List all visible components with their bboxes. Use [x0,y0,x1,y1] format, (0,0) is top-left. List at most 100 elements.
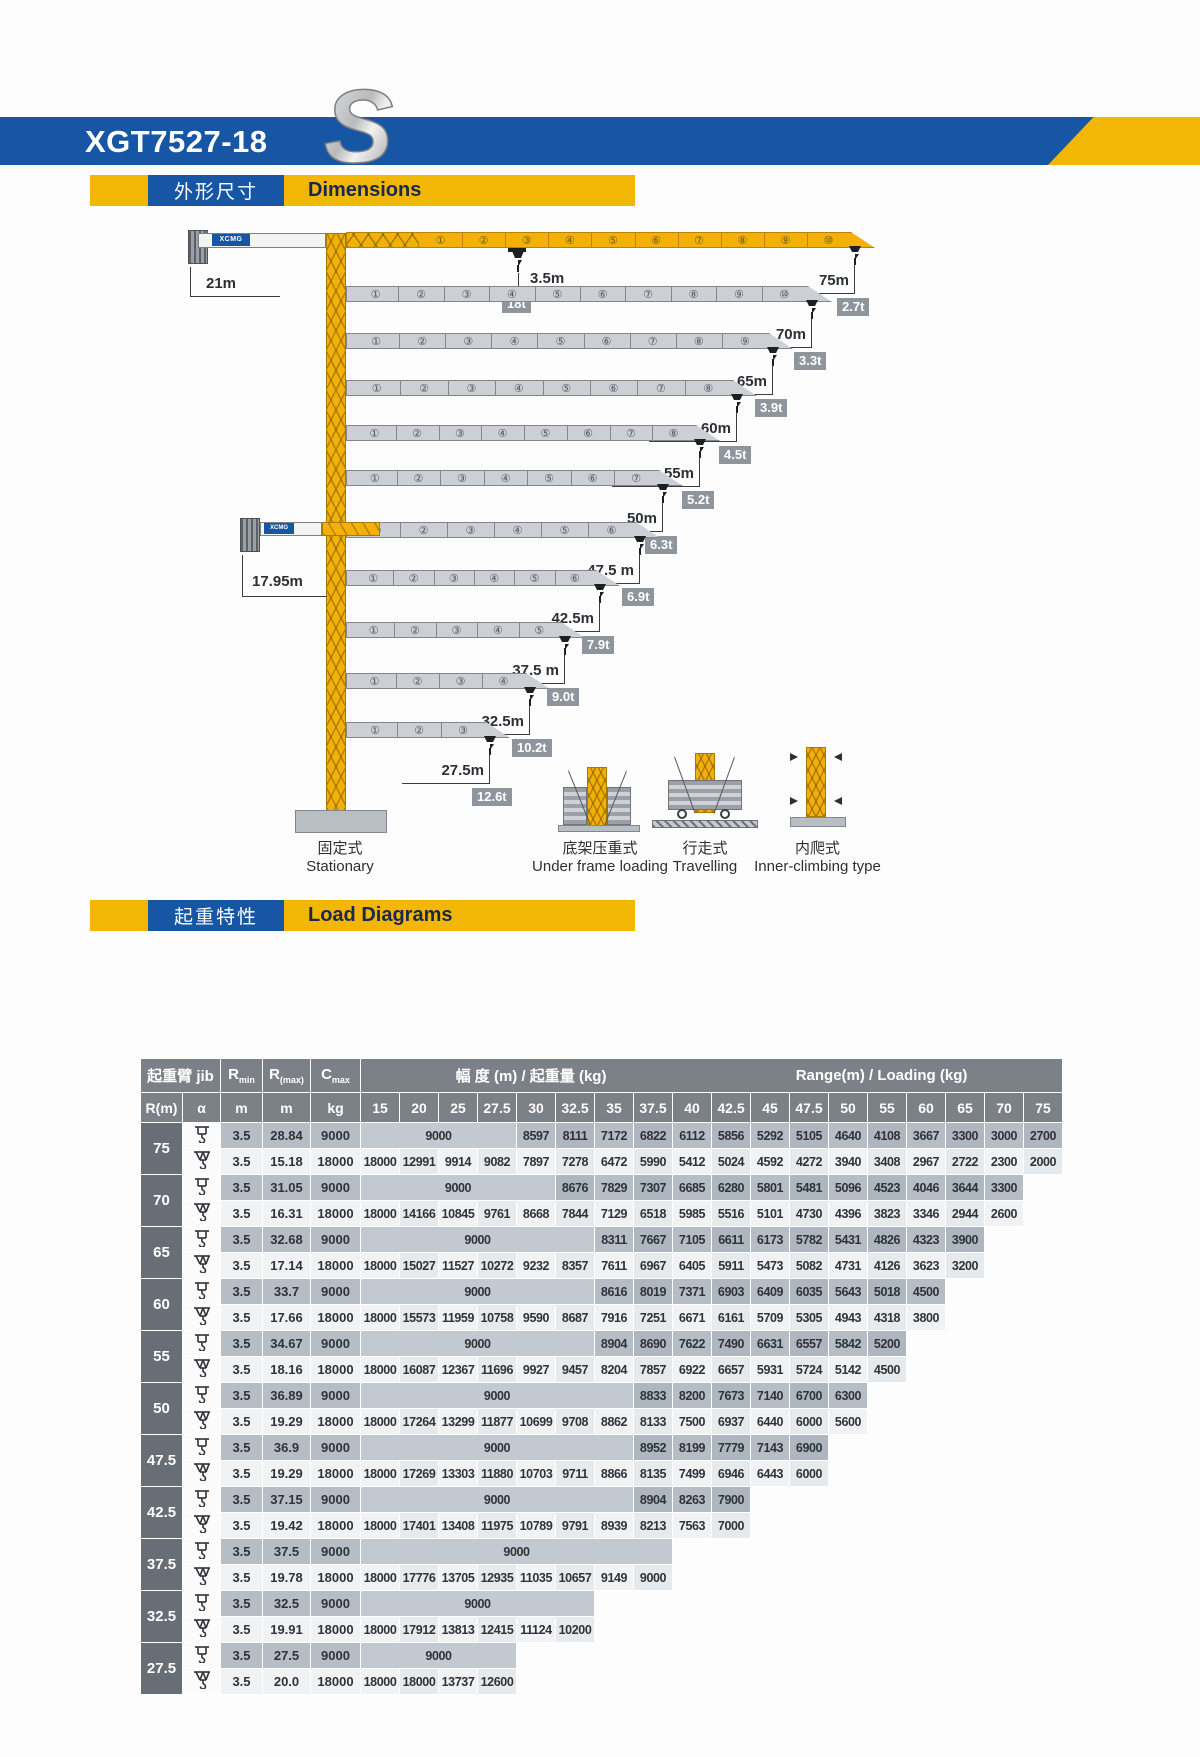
capacity-cell: 5024 [711,1148,751,1175]
capacity-cell: 8687 [555,1304,595,1331]
capacity-cell: 5516 [711,1200,751,1227]
empty-cell [1024,1383,1063,1409]
capacity-cell: 3823 [867,1200,907,1227]
empty-cell [868,1487,907,1513]
jib-50m: ① ② ③ ④ ⑤ ⑥ ⑦ [346,470,683,486]
empty-cell [790,1539,829,1565]
hook-2-fall-icon [182,1538,221,1565]
capacity-cell: 5292 [750,1122,790,1149]
empty-cell [907,1435,946,1461]
capacity-cell: 10703 [516,1460,556,1487]
base-innerclimbing-label: 内爬式 Inner-climbing type [754,840,881,875]
empty-cell [595,1669,634,1695]
empty-cell [1024,1227,1063,1253]
jib-segment-number: ④ [512,525,523,537]
capacity-cell: 7900 [711,1486,751,1513]
empty-cell [556,1643,595,1669]
tip-load-badge: 9.0t [547,688,580,706]
jib-length-label: 75m [818,272,849,289]
capacity-cell: 10758 [477,1304,517,1331]
empty-cell [790,1643,829,1669]
capacity-cell: 3940 [828,1148,868,1175]
jib-segment-number: ① [369,428,380,440]
empty-cell [946,1617,985,1643]
table-header-row-2: R(m) α m m kg 15 20 25 27.5 30 32.5 35 37.5 40 42.… [140,1092,1063,1123]
capacity-cell: 2722 [945,1148,985,1175]
capacity-cell: 9232 [516,1252,556,1279]
capacity-cell: 5082 [789,1252,829,1279]
capacity-cell: 6611 [711,1226,751,1253]
rmax-cell: 27.5 [262,1642,311,1669]
empty-cell [751,1487,790,1513]
empty-cell [868,1643,907,1669]
capacity-cell: 13813 [438,1616,478,1643]
empty-cell [946,1461,985,1487]
header-radius-30: 30 [516,1092,556,1123]
load-row-27.5-0: 27.5 3.5 27.5 9000 9000 [140,1642,1063,1695]
empty-cell [595,1591,634,1617]
cmax-cell: 9000 [310,1538,361,1565]
empty-cell [517,1643,556,1669]
empty-cell [829,1539,868,1565]
capacity-cell: 9791 [555,1512,595,1539]
jib-segment-number: ② [410,625,421,637]
empty-cell [673,1669,712,1695]
empty-cell [868,1565,907,1591]
capacity-cell: 6300 [828,1382,868,1409]
jib-segment-number: ③ [465,525,476,537]
jib-length-cell: 47.5 [140,1434,183,1487]
empty-cell [712,1669,751,1695]
capacity-cell: 12600 [477,1668,517,1695]
capacity-cell: 18000 [399,1668,439,1695]
empty-cell [1024,1461,1063,1487]
jib-segment-number: ① [369,473,380,485]
capacity-cell: 6822 [633,1122,673,1149]
hook-4-fall-icon [182,1512,221,1539]
tip-load-badge: 3.9t [755,399,788,417]
empty-cell [1024,1279,1063,1305]
cmax-cell: 9000 [310,1642,361,1669]
section-dimensions-bar: 外形尺寸 Dimensions [90,175,635,206]
header-rmin: Rmin [220,1058,263,1093]
rmin-cell: 3.5 [220,1330,263,1357]
jib-segment-number: ③ [448,573,459,585]
capacity-span-cell: 9000 [360,1590,595,1617]
capacity-cell: 4046 [906,1174,946,1201]
capacity-cell: 10699 [516,1408,556,1435]
jib-length-cell: 55 [140,1330,183,1383]
hook-4-fall-icon [182,1460,221,1487]
capacity-span-cell: 9000 [360,1330,595,1357]
capacity-cell: 8904 [594,1330,634,1357]
jib-dim-55m: 55m 5.2t [598,439,715,516]
capacity-cell: 7622 [672,1330,712,1357]
capacity-cell: 9761 [477,1200,517,1227]
empty-cell [1024,1331,1063,1357]
capacity-cell: 7916 [594,1304,634,1331]
capacity-cell: 9708 [555,1408,595,1435]
jib-segment-number: ② [412,676,423,688]
jib-segment-number: ④ [497,428,508,440]
capacity-cell: 8616 [594,1278,634,1305]
header-radius-55: 55 [867,1092,907,1123]
capacity-cell: 6946 [711,1460,751,1487]
jib-segment-number: ⑦ [655,383,666,395]
capacity-cell: 7172 [594,1122,634,1149]
hook-4-fall-icon [182,1200,221,1227]
capacity-cell: 4943 [828,1304,868,1331]
empty-cell [751,1591,790,1617]
capacity-span-cell: 9000 [360,1278,595,1305]
capacity-cell: 3300 [945,1122,985,1149]
empty-cell [985,1643,1024,1669]
jib-length-label: 60m [700,420,731,437]
base-travelling-label: 行走式 Travelling [672,840,738,875]
capacity-cell: 2944 [945,1200,985,1227]
empty-cell [946,1643,985,1669]
header-radius-50: 50 [828,1092,868,1123]
capacity-cell: 11975 [477,1512,517,1539]
jib-segment-number: ⑥ [651,235,662,247]
hook-4-fall-icon [182,1408,221,1435]
tip-load-badge: 10.2t [512,739,552,757]
capacity-cell: 11696 [477,1356,517,1383]
empty-cell [673,1591,712,1617]
